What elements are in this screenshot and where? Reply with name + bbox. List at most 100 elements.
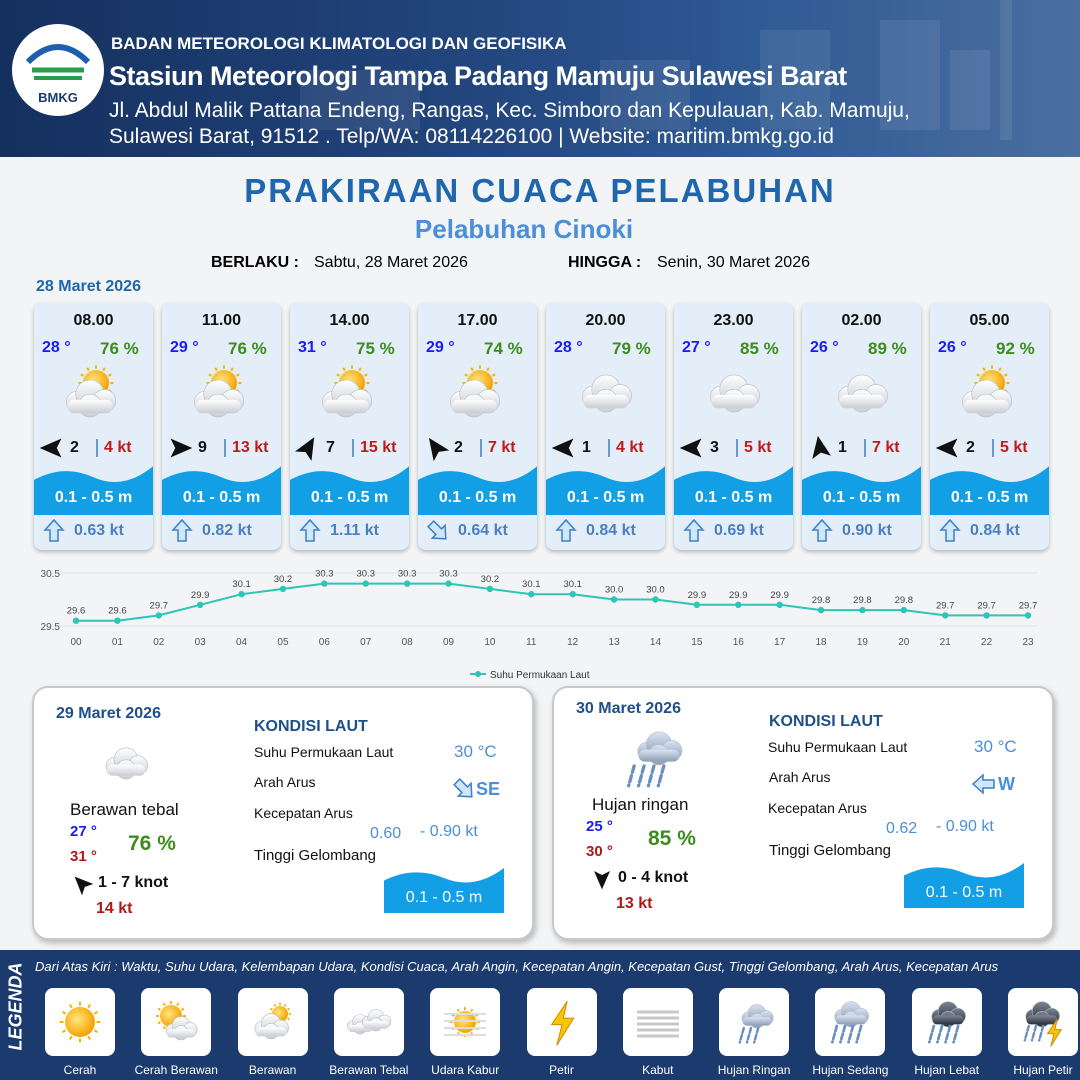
sst-value-label: 29.7 [936,600,955,611]
gust-speed: 5 kt [744,439,772,456]
current-dir: SE [476,779,501,799]
logo: BMKG [12,24,104,116]
legend-item-label: Petir [549,1063,574,1077]
x-tick-label: 07 [360,637,372,648]
sst-value-label: 30.0 [646,585,665,596]
wind-arrow [295,437,315,461]
cloud-base [106,764,146,776]
condition: Berawan tebal [70,800,179,819]
sst-label: Suhu Permukaan Laut [254,744,394,760]
cloud [837,374,888,413]
time: 05.00 [969,312,1010,329]
sst-point [693,601,701,608]
sst: 30 °C [974,737,1017,756]
wave [802,466,921,515]
wind-arrow [812,435,832,460]
legend-icon-box [815,988,886,1056]
rain-drop [1038,1024,1045,1042]
sun-ray [342,367,346,372]
sun-ray [1003,373,1008,377]
sst-point [1024,612,1032,619]
rain-drop [627,764,636,788]
legend-icon [254,1003,291,1040]
wind-arrow [39,438,62,458]
gust: 13 kt [616,895,653,912]
current-speed: 0.64 kt [458,522,508,539]
current-speed-max: - 0.90 kt [420,823,478,840]
air-temp: 31 ° [298,339,327,356]
legend-item-label: Berawan [248,1063,297,1077]
legend-icon-box [237,988,308,1056]
current-arrow [555,518,577,542]
condition: Hujan ringan [592,795,689,814]
sst-point [114,617,121,624]
humidity: 89 % [868,339,907,358]
air-temp: 28 ° [42,339,71,356]
current-arrow [171,518,193,542]
sst-label: Suhu Permukaan Laut [768,739,908,755]
wave [162,466,281,515]
wave [290,466,409,515]
legend-icon-box [526,988,597,1056]
cloud-base [323,399,369,414]
cloud-base [166,1029,196,1038]
current-arrow [939,518,961,542]
sst-value-label: 29.8 [895,595,914,606]
cloud [65,379,116,418]
wind-speed: 3 [710,439,719,456]
rain-drop [951,1024,960,1044]
legend-item-label: Cerah Berawan [134,1063,218,1077]
time: 20.00 [585,312,626,329]
wave [418,466,537,515]
sst-point [362,580,369,587]
wind-speed: 1 [838,439,847,456]
panel-graphics [594,731,995,890]
current-dir-label: Arah Arus [769,769,831,785]
sst-value-label: 30.3 [439,569,458,580]
wind-speed: 2 [454,439,463,456]
day-panel: 30 Maret 2026 Hujan ringan 25 ° 30 ° 85 % 0 -… [552,686,1054,940]
sun-ray [464,373,469,377]
current-speed-max: - 0.90 kt [936,818,994,835]
wave-band [904,863,1024,908]
temp-max: 30 ° [586,843,613,860]
rain-drop [636,764,646,788]
sst-point [279,585,287,593]
legend-icon-box [333,988,404,1056]
gust-speed: 4 kt [104,439,132,456]
wave [674,466,793,515]
gust: 14 kt [96,900,133,917]
sun-ray [286,1007,290,1011]
legend-icon-box [430,988,501,1056]
legend-item-label: Cerah [63,1063,97,1077]
x-tick-label: 17 [774,637,786,648]
air-temp: 26 ° [938,339,967,356]
current-arrow [971,773,995,795]
sun-ray [80,373,85,377]
gust-speed: 5 kt [1000,439,1028,456]
sun-ray [87,1003,91,1009]
current-speed: 0.84 kt [586,522,636,539]
card-graphics [811,374,888,542]
sun-ray [102,367,106,372]
x-tick-label: 23 [1022,637,1034,648]
cloud-base [932,1015,964,1025]
current-arrow [299,518,321,542]
time: 02.00 [841,312,882,329]
cloud-base [711,394,757,409]
x-tick-label: 00 [70,637,82,648]
rain-drop [831,1024,839,1044]
gust-speed: 15 kt [360,439,397,456]
current-arrow [811,518,833,542]
cloud-base [1026,1015,1058,1025]
sst-point [776,601,783,608]
card-graphics [679,374,760,542]
legend-icon-box [622,988,693,1056]
humidity: 76 % [100,339,139,358]
cloud-base [451,399,497,414]
sun-ray [998,367,1002,372]
x-tick-label: 01 [112,637,124,648]
legend-icon [927,1001,966,1044]
card-graphics [295,365,372,542]
legend-icon-box [911,988,982,1056]
